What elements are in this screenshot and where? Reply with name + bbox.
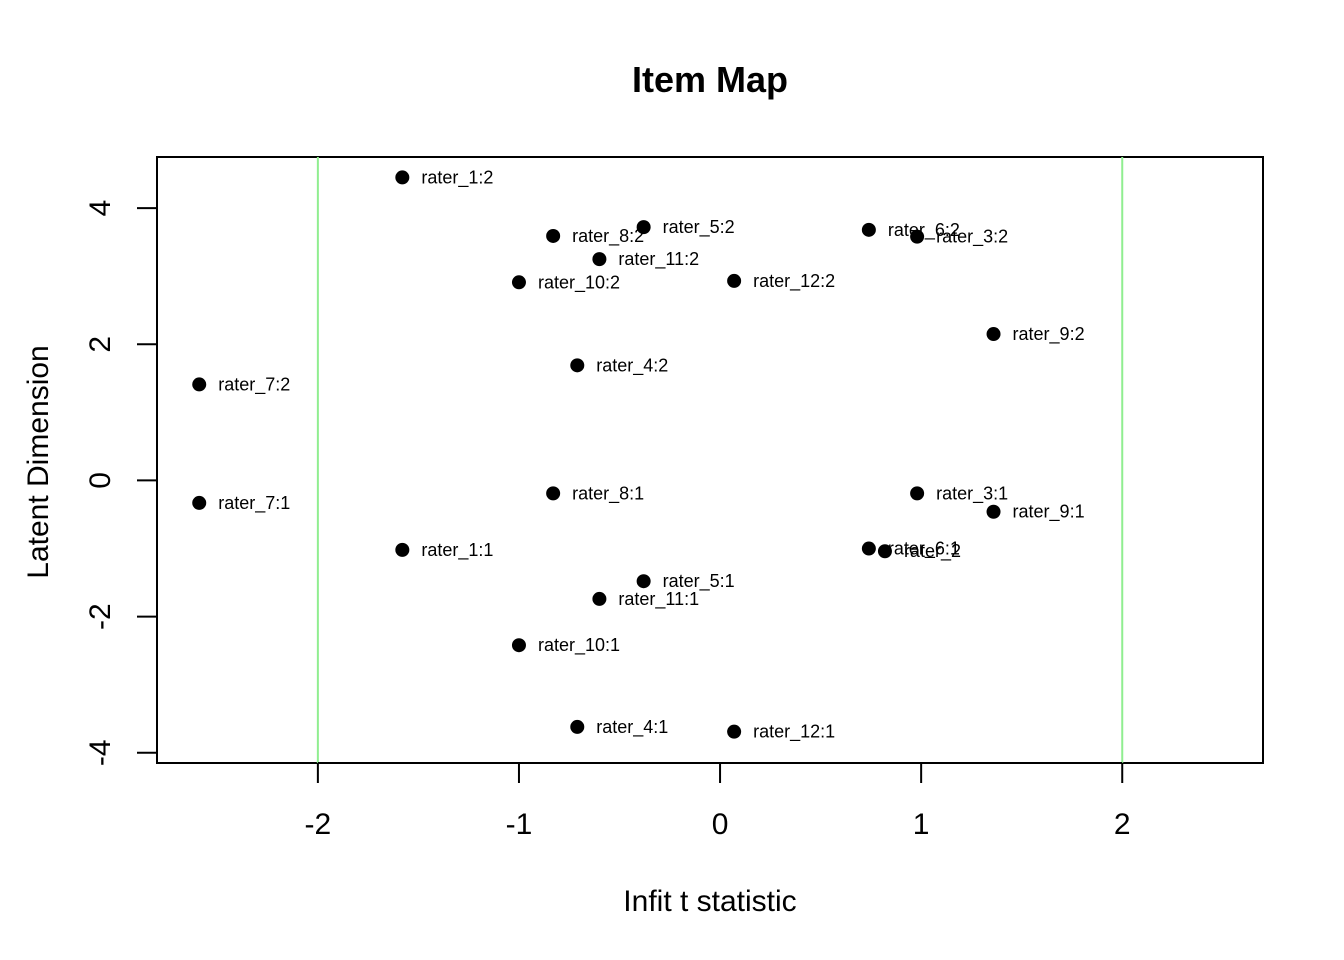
y-tick-label: -2 bbox=[84, 603, 117, 630]
point-label: rater_3:2 bbox=[936, 227, 1008, 248]
point-label: rater_8:1 bbox=[572, 483, 644, 504]
point-label: rater_1:2 bbox=[421, 167, 493, 188]
point-label: rater_6:1 bbox=[888, 539, 960, 560]
x-tick-label: 1 bbox=[913, 808, 930, 841]
point-label: rater_1:1 bbox=[421, 540, 493, 561]
data-point bbox=[636, 220, 651, 235]
data-point bbox=[727, 724, 742, 739]
data-point bbox=[636, 574, 651, 589]
data-point bbox=[910, 229, 925, 244]
point-label: rater_11:2 bbox=[618, 249, 699, 270]
point-label: rater_4:1 bbox=[596, 717, 668, 738]
point-label: rater_3:1 bbox=[936, 483, 1008, 504]
point-label: rater_2 bbox=[904, 541, 961, 562]
point-label: rater_11:1 bbox=[618, 589, 699, 610]
data-point bbox=[861, 541, 876, 556]
chart-title: Item Map bbox=[632, 59, 788, 100]
point-label: rater_10:1 bbox=[538, 635, 620, 656]
data-point bbox=[192, 377, 207, 392]
y-axis-title: Latent Dimension bbox=[22, 345, 55, 578]
point-label: rater_4:2 bbox=[596, 355, 668, 376]
x-tick-label: -1 bbox=[506, 808, 533, 841]
data-point bbox=[570, 358, 585, 373]
data-point bbox=[592, 252, 607, 267]
point-label: rater_10:2 bbox=[538, 272, 620, 293]
point-label: rater_5:1 bbox=[663, 571, 735, 592]
y-axis: -4 -2 0 2 4 bbox=[84, 200, 158, 766]
point-label: rater_7:2 bbox=[218, 374, 290, 395]
data-point bbox=[877, 544, 892, 559]
point-label: rater_12:2 bbox=[753, 271, 835, 292]
data-point bbox=[546, 228, 561, 243]
point-label: rater_12:1 bbox=[753, 722, 835, 743]
data-point bbox=[861, 222, 876, 237]
data-point bbox=[192, 495, 207, 510]
x-axis: -2 -1 0 1 2 bbox=[305, 762, 1131, 841]
y-tick-label: 0 bbox=[84, 472, 117, 489]
data-point bbox=[986, 327, 1001, 342]
point-label: rater_9:1 bbox=[1013, 502, 1085, 523]
y-tick-label: 2 bbox=[84, 336, 117, 353]
plot-frame bbox=[156, 156, 1264, 764]
x-axis-title: Infit t statistic bbox=[623, 885, 796, 918]
data-point bbox=[986, 504, 1001, 519]
point-label: rater_9:2 bbox=[1013, 324, 1085, 345]
y-tick-label: -4 bbox=[84, 739, 117, 766]
data-point bbox=[592, 591, 607, 606]
data-point bbox=[727, 273, 742, 288]
x-tick-label: -2 bbox=[305, 808, 332, 841]
reference-lines bbox=[316, 157, 1124, 763]
data-point bbox=[395, 170, 410, 185]
x-tick-label: 0 bbox=[712, 808, 729, 841]
data-point bbox=[511, 638, 526, 653]
data-point bbox=[546, 486, 561, 501]
data-point bbox=[395, 542, 410, 557]
data-point bbox=[910, 486, 925, 501]
point-label: rater_6:2 bbox=[888, 220, 960, 241]
data-point bbox=[570, 719, 585, 734]
data-point bbox=[511, 275, 526, 290]
point-label: rater_7:1 bbox=[218, 493, 290, 514]
x-tick-label: 2 bbox=[1114, 808, 1131, 841]
point-label: rater_5:2 bbox=[663, 217, 735, 238]
y-tick-label: 4 bbox=[84, 200, 117, 217]
point-label: rater_8:2 bbox=[572, 226, 644, 247]
